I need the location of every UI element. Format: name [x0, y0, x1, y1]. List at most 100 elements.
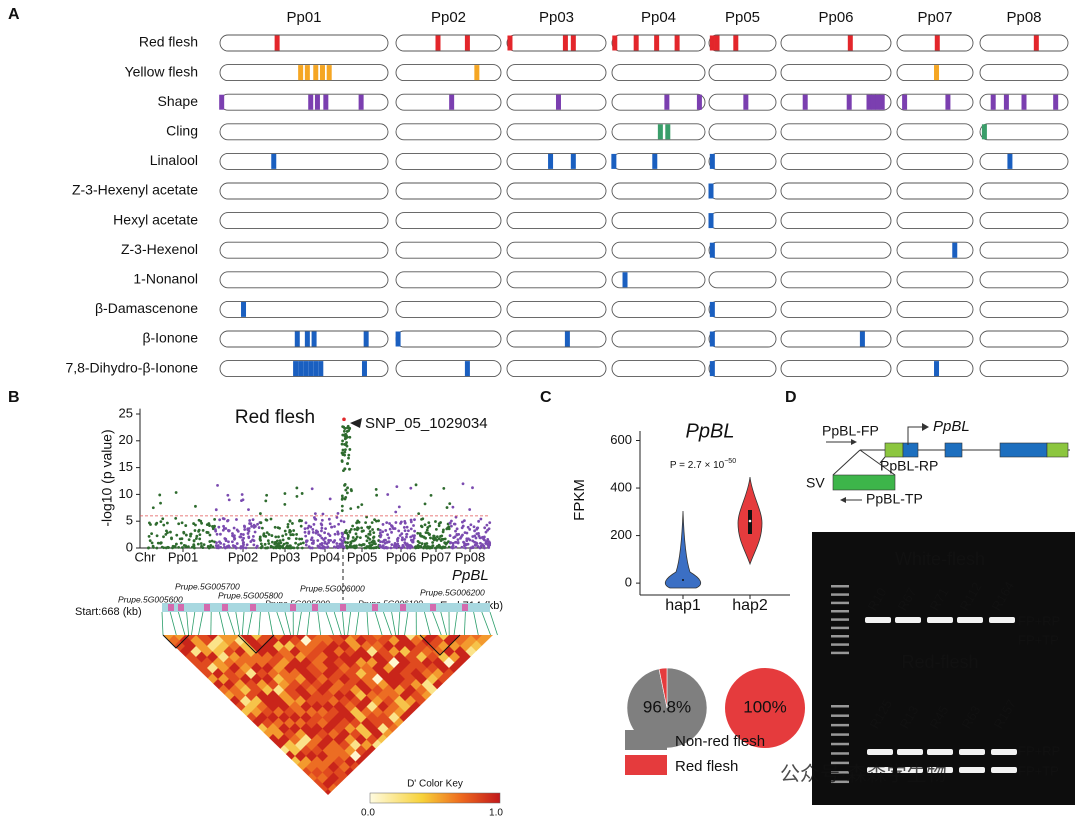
snp-point — [375, 519, 378, 523]
snp-point — [339, 544, 343, 547]
trait-label: 7,8-Dihydro-β-Ionone — [65, 359, 198, 375]
snp-point — [344, 448, 347, 452]
snp-point — [378, 528, 382, 532]
snp-point — [352, 545, 356, 549]
snp-point — [428, 546, 432, 550]
qtl-mark — [308, 94, 314, 110]
chromosome-bar — [896, 152, 974, 170]
x-tick-label: Pp06 — [386, 549, 416, 564]
ld-cell — [295, 497, 306, 508]
snp-point — [328, 497, 332, 501]
snp-point — [423, 502, 427, 506]
snp-point — [455, 527, 459, 531]
qtl-mark — [548, 153, 554, 169]
snp-point — [198, 533, 202, 537]
ld-cell — [306, 497, 317, 508]
snp-point — [435, 545, 439, 548]
ladder-band — [831, 733, 849, 736]
x-tick-label: hap1 — [665, 597, 701, 614]
ld-cell — [383, 574, 394, 585]
snp-point — [162, 523, 166, 527]
snp-point — [298, 537, 301, 541]
qtl-mark — [570, 35, 576, 51]
ld-cell — [378, 580, 389, 591]
snp-point — [164, 532, 168, 536]
chromosome-bar — [979, 64, 1069, 82]
snp-point — [358, 543, 361, 547]
qtl-mark — [934, 361, 940, 377]
snp-point — [223, 537, 227, 540]
snp-point — [476, 545, 480, 548]
legend-label: Red flesh — [675, 758, 738, 775]
snp-point — [265, 531, 269, 535]
snp-point — [202, 543, 206, 547]
snp-point — [435, 535, 439, 539]
gene-label: PpBL — [933, 418, 970, 435]
snp-point — [263, 542, 267, 546]
snp-point — [256, 522, 259, 526]
snp-point — [346, 486, 349, 490]
snp-point — [298, 519, 301, 523]
x-tick-label: Pp08 — [455, 549, 485, 564]
trait-label: Cling — [166, 123, 198, 139]
snp-point — [343, 437, 347, 441]
ld-cell — [256, 635, 268, 636]
snp-point — [324, 536, 327, 540]
snp-point — [396, 542, 400, 546]
ld-cell — [301, 613, 312, 624]
snp-point — [371, 528, 374, 531]
snp-point — [336, 511, 340, 515]
snp-point — [397, 529, 401, 533]
qtl-mark — [934, 35, 940, 51]
ld-cell — [416, 618, 427, 629]
ld-cell — [251, 618, 262, 629]
ld-cell — [185, 618, 196, 629]
snp-point — [390, 543, 394, 547]
snp-point — [294, 537, 298, 541]
chromosome-bar — [395, 123, 502, 141]
chromosome-bar — [708, 271, 777, 289]
snp-point — [308, 546, 312, 550]
chromosome-bar — [780, 212, 892, 230]
snp-point — [277, 541, 281, 545]
qtl-mark — [981, 124, 987, 140]
gene-label: Prupe.5G005600 — [118, 594, 183, 604]
ld-cell — [202, 591, 213, 602]
snp-point — [442, 486, 446, 490]
gel-band — [991, 749, 1017, 755]
snp-point — [281, 538, 285, 542]
qtl-mark — [664, 94, 670, 110]
ld-cell — [383, 585, 394, 596]
snp-point — [295, 486, 299, 490]
snp-point — [286, 546, 289, 550]
ld-cell — [405, 563, 416, 574]
snp-point — [483, 546, 486, 550]
primer-label: PpBL-FP — [822, 423, 879, 439]
band-label: FP+RP — [1018, 613, 1060, 628]
ld-cell — [174, 618, 185, 629]
chromosome-bar — [506, 300, 607, 318]
snp-point — [162, 535, 165, 539]
snp-point — [332, 545, 336, 549]
gene-block — [168, 604, 174, 611]
chromosome-bar — [896, 330, 974, 348]
pie-label: 96.8% — [643, 697, 691, 716]
snp-point — [411, 538, 415, 542]
snp-point — [358, 536, 362, 540]
snp-point — [327, 517, 331, 521]
ld-cell — [323, 503, 334, 514]
snp-point — [226, 493, 230, 497]
ld-cell — [383, 563, 394, 574]
snp-point — [328, 522, 332, 526]
ladder-band — [831, 714, 849, 717]
snp-point — [244, 546, 248, 550]
gel-band — [897, 749, 923, 755]
snp-point — [402, 526, 406, 529]
qtl-mark — [611, 153, 617, 169]
snp-point — [318, 534, 322, 538]
snp-point — [473, 529, 477, 533]
snp-point — [242, 524, 246, 528]
snp-point — [360, 503, 364, 507]
snp-point — [448, 521, 452, 525]
qtl-mark — [709, 242, 715, 258]
